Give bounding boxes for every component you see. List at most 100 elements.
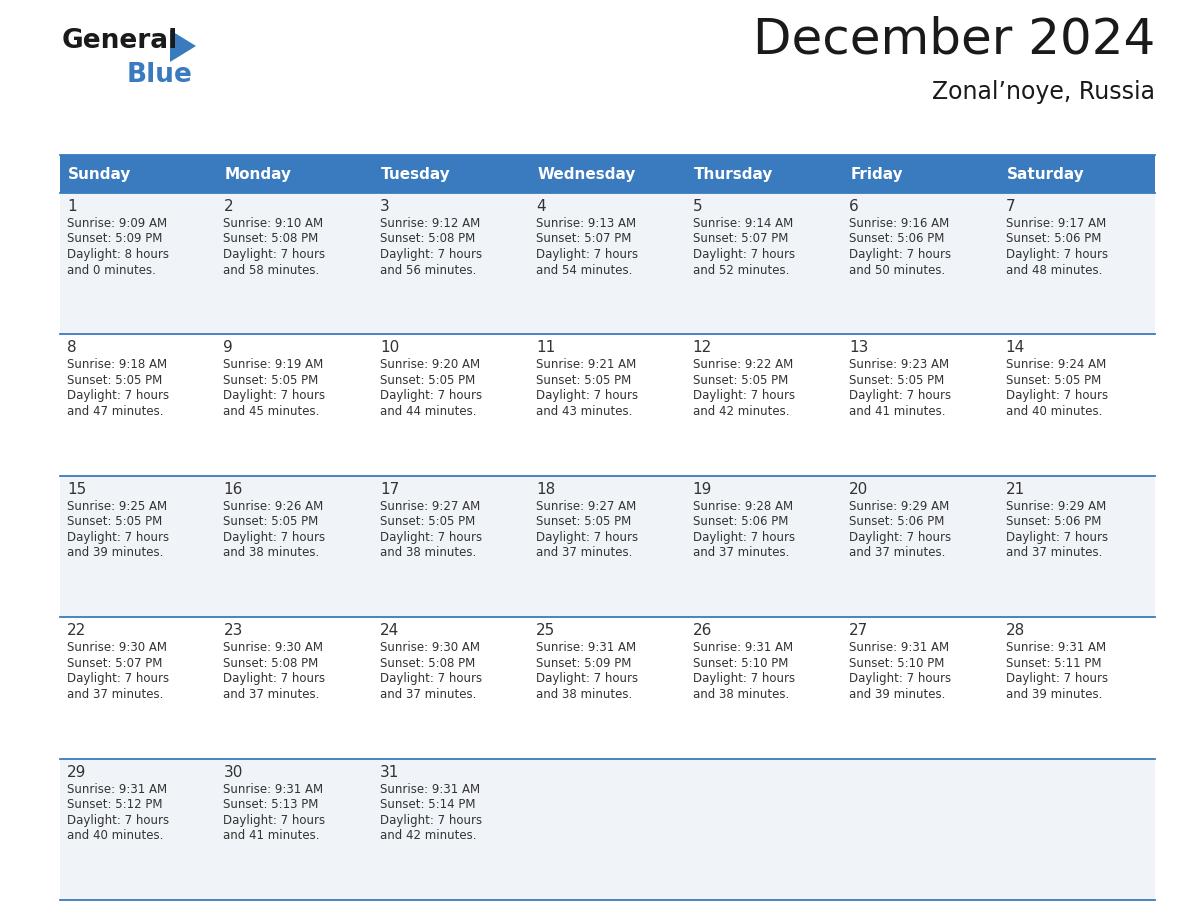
Text: Daylight: 7 hours: Daylight: 7 hours [693,531,795,543]
Text: and 47 minutes.: and 47 minutes. [67,405,164,418]
Text: 17: 17 [380,482,399,497]
Text: Zonal’noye, Russia: Zonal’noye, Russia [933,80,1155,104]
Bar [530,155,685,193]
Text: and 37 minutes.: and 37 minutes. [536,546,633,559]
Polygon shape [170,30,196,62]
Text: Daylight: 7 hours: Daylight: 7 hours [536,389,638,402]
Text: Sunrise: 9:21 AM: Sunrise: 9:21 AM [536,358,637,372]
Text: Sunday: Sunday [68,166,132,182]
Text: 4: 4 [536,199,546,214]
Text: Sunrise: 9:16 AM: Sunrise: 9:16 AM [849,217,949,230]
Text: Sunrise: 9:30 AM: Sunrise: 9:30 AM [380,641,480,655]
Bar [999,155,1155,193]
Text: Sunset: 5:05 PM: Sunset: 5:05 PM [536,374,632,386]
Text: Sunrise: 9:28 AM: Sunrise: 9:28 AM [693,499,792,513]
Text: and 37 minutes.: and 37 minutes. [223,688,320,700]
Text: 18: 18 [536,482,556,497]
Text: and 50 minutes.: and 50 minutes. [849,263,946,276]
Text: Sunrise: 9:17 AM: Sunrise: 9:17 AM [1005,217,1106,230]
Text: 8: 8 [67,341,76,355]
Text: and 43 minutes.: and 43 minutes. [536,405,633,418]
Text: and 48 minutes.: and 48 minutes. [1005,263,1102,276]
Text: Sunrise: 9:14 AM: Sunrise: 9:14 AM [693,217,792,230]
Text: Monday: Monday [225,166,291,182]
Text: Daylight: 7 hours: Daylight: 7 hours [693,672,795,685]
Text: and 40 minutes.: and 40 minutes. [67,829,164,842]
Text: Daylight: 7 hours: Daylight: 7 hours [223,248,326,261]
Text: Sunrise: 9:31 AM: Sunrise: 9:31 AM [223,783,323,796]
Text: Sunset: 5:08 PM: Sunset: 5:08 PM [380,656,475,670]
Text: Sunset: 5:06 PM: Sunset: 5:06 PM [1005,515,1101,528]
Text: Sunset: 5:13 PM: Sunset: 5:13 PM [223,798,318,812]
Text: 1: 1 [67,199,76,214]
Text: Sunrise: 9:12 AM: Sunrise: 9:12 AM [380,217,480,230]
Text: Sunset: 5:05 PM: Sunset: 5:05 PM [67,374,163,386]
Text: Sunrise: 9:22 AM: Sunrise: 9:22 AM [693,358,792,372]
Text: and 41 minutes.: and 41 minutes. [223,829,320,842]
Text: Daylight: 7 hours: Daylight: 7 hours [67,531,169,543]
Text: Sunrise: 9:26 AM: Sunrise: 9:26 AM [223,499,323,513]
Text: Daylight: 7 hours: Daylight: 7 hours [693,248,795,261]
Text: Daylight: 7 hours: Daylight: 7 hours [223,531,326,543]
Text: 3: 3 [380,199,390,214]
Text: 23: 23 [223,623,242,638]
Text: Daylight: 7 hours: Daylight: 7 hours [223,389,326,402]
Text: and 37 minutes.: and 37 minutes. [380,688,476,700]
Text: Daylight: 8 hours: Daylight: 8 hours [67,248,169,261]
Text: 2: 2 [223,199,233,214]
Text: Daylight: 7 hours: Daylight: 7 hours [536,248,638,261]
Text: 12: 12 [693,341,712,355]
Text: and 37 minutes.: and 37 minutes. [693,546,789,559]
Text: Daylight: 7 hours: Daylight: 7 hours [693,389,795,402]
Text: Daylight: 7 hours: Daylight: 7 hours [223,813,326,826]
Text: Sunrise: 9:29 AM: Sunrise: 9:29 AM [1005,499,1106,513]
Text: Sunrise: 9:09 AM: Sunrise: 9:09 AM [67,217,168,230]
Text: 21: 21 [1005,482,1025,497]
Bar [61,758,1155,900]
Text: Daylight: 7 hours: Daylight: 7 hours [536,531,638,543]
Text: Sunset: 5:06 PM: Sunset: 5:06 PM [1005,232,1101,245]
Text: and 44 minutes.: and 44 minutes. [380,405,476,418]
Text: Sunrise: 9:31 AM: Sunrise: 9:31 AM [536,641,637,655]
Text: 30: 30 [223,765,242,779]
Text: Sunrise: 9:19 AM: Sunrise: 9:19 AM [223,358,323,372]
Text: Sunrise: 9:31 AM: Sunrise: 9:31 AM [67,783,168,796]
Text: and 37 minutes.: and 37 minutes. [1005,546,1102,559]
Text: Daylight: 7 hours: Daylight: 7 hours [67,813,169,826]
Text: 9: 9 [223,341,233,355]
Text: and 58 minutes.: and 58 minutes. [223,263,320,276]
Text: Sunset: 5:08 PM: Sunset: 5:08 PM [223,232,318,245]
Bar [61,334,1155,476]
Text: Sunset: 5:05 PM: Sunset: 5:05 PM [1005,374,1101,386]
Text: Daylight: 7 hours: Daylight: 7 hours [380,389,482,402]
Text: Sunset: 5:08 PM: Sunset: 5:08 PM [380,232,475,245]
Text: Sunset: 5:06 PM: Sunset: 5:06 PM [693,515,788,528]
Text: 14: 14 [1005,341,1025,355]
Text: Sunset: 5:07 PM: Sunset: 5:07 PM [536,232,632,245]
Text: 13: 13 [849,341,868,355]
Text: Sunrise: 9:20 AM: Sunrise: 9:20 AM [380,358,480,372]
Text: and 56 minutes.: and 56 minutes. [380,263,476,276]
Text: 22: 22 [67,623,87,638]
Text: 20: 20 [849,482,868,497]
Text: Sunset: 5:05 PM: Sunset: 5:05 PM [380,374,475,386]
Text: Daylight: 7 hours: Daylight: 7 hours [380,248,482,261]
Text: and 39 minutes.: and 39 minutes. [67,546,164,559]
Text: Daylight: 7 hours: Daylight: 7 hours [1005,531,1107,543]
Text: and 0 minutes.: and 0 minutes. [67,263,156,276]
Text: Thursday: Thursday [694,166,773,182]
Text: Sunrise: 9:10 AM: Sunrise: 9:10 AM [223,217,323,230]
Text: and 42 minutes.: and 42 minutes. [380,829,476,842]
Text: Sunset: 5:09 PM: Sunset: 5:09 PM [67,232,163,245]
Text: Sunset: 5:06 PM: Sunset: 5:06 PM [849,232,944,245]
Text: and 45 minutes.: and 45 minutes. [223,405,320,418]
Text: Daylight: 7 hours: Daylight: 7 hours [849,672,952,685]
Text: Sunset: 5:12 PM: Sunset: 5:12 PM [67,798,163,812]
Text: Sunset: 5:05 PM: Sunset: 5:05 PM [693,374,788,386]
Text: Sunset: 5:05 PM: Sunset: 5:05 PM [67,515,163,528]
Text: 25: 25 [536,623,556,638]
Text: Friday: Friday [851,166,903,182]
Text: Sunrise: 9:31 AM: Sunrise: 9:31 AM [849,641,949,655]
Text: Tuesday: Tuesday [381,166,450,182]
Text: Daylight: 7 hours: Daylight: 7 hours [849,248,952,261]
